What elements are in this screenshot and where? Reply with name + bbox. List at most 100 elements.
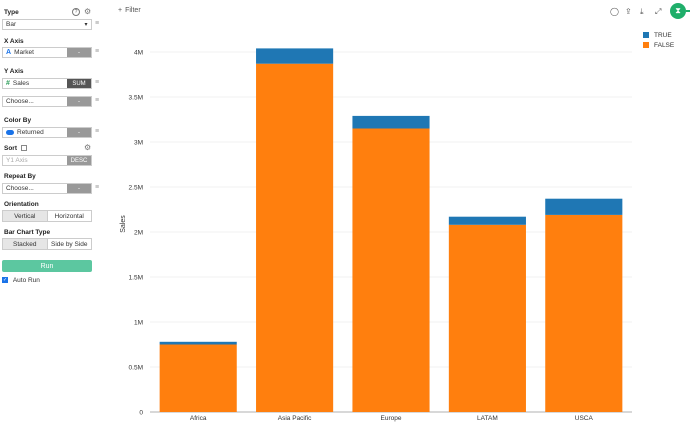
number-type-icon: # bbox=[6, 80, 10, 87]
legend-item-false[interactable]: FALSE bbox=[643, 42, 674, 49]
y-tick-label: 4M bbox=[134, 50, 143, 57]
y-tick-label: 3M bbox=[134, 140, 143, 147]
filter-label: Filter bbox=[125, 7, 141, 14]
auto-run-row: ✓ Auto Run bbox=[2, 277, 40, 284]
drag-handle-icon[interactable]: ≡ bbox=[95, 20, 100, 27]
y-tick-label: 2M bbox=[134, 230, 143, 237]
chart-settings-panel: Type ? ⚙ Bar ▾ ≡ X Axis A Market - ≡ Y A… bbox=[0, 0, 110, 426]
pin-icon: ⧗ bbox=[675, 6, 681, 15]
pin-avatar[interactable]: ⧗ bbox=[670, 3, 686, 19]
x-axis-field[interactable]: A Market - bbox=[2, 47, 92, 58]
bar-true[interactable] bbox=[159, 341, 237, 345]
legend: TRUE FALSE bbox=[643, 32, 674, 49]
repeat-by-menu-button[interactable]: - bbox=[67, 184, 91, 193]
y-axis-add-menu-button[interactable]: - bbox=[67, 97, 91, 106]
help-icon[interactable]: ? bbox=[72, 8, 80, 16]
bar-false[interactable] bbox=[448, 224, 526, 412]
x-tick-label: USCA bbox=[575, 415, 594, 422]
bar-false[interactable] bbox=[545, 214, 623, 412]
bar-chart: 0 0.5M 1M 1.5M 2M 2.5M 3M 3.5M 4M Africa Asia Pac… bbox=[120, 48, 632, 422]
x-axis-value: Market bbox=[14, 49, 34, 56]
bar-series bbox=[159, 48, 623, 413]
y-tick-label: 3.5M bbox=[129, 95, 143, 102]
x-tick-label: LATAM bbox=[477, 415, 498, 422]
legend-label: FALSE bbox=[654, 42, 675, 49]
type-select[interactable]: Bar ▾ bbox=[2, 19, 92, 30]
drag-handle-icon[interactable]: ≡ bbox=[95, 48, 100, 55]
choose-placeholder: Choose... bbox=[6, 98, 34, 105]
comment-icon[interactable]: ◯ bbox=[610, 7, 619, 16]
auto-run-label: Auto Run bbox=[12, 277, 40, 284]
sort-label-text: Sort bbox=[4, 145, 17, 152]
sort-checkbox[interactable] bbox=[20, 145, 27, 152]
drag-handle-icon[interactable]: ≡ bbox=[95, 184, 100, 191]
chevron-down-icon: ▾ bbox=[84, 22, 88, 28]
y-axis-add-select[interactable]: Choose... - bbox=[2, 96, 92, 107]
download-icon[interactable]: ⤓ bbox=[640, 7, 644, 16]
x-axis-label: X Axis bbox=[4, 38, 24, 45]
stacked-option[interactable]: Stacked bbox=[3, 239, 47, 249]
orientation-horizontal-option[interactable]: Horizontal bbox=[46, 211, 92, 221]
plus-icon: + bbox=[118, 7, 123, 14]
orientation-label: Orientation bbox=[4, 201, 39, 208]
y-axis-field[interactable]: # Sales SUM bbox=[2, 78, 92, 89]
legend-swatch bbox=[643, 32, 649, 39]
gear-icon[interactable]: ⚙ bbox=[84, 7, 92, 16]
bar-true[interactable] bbox=[448, 216, 526, 225]
color-by-field[interactable]: Returned - bbox=[2, 127, 92, 138]
y-tick-label: 0.5M bbox=[129, 365, 143, 372]
y-tick-label: 1M bbox=[134, 320, 143, 327]
repeat-by-label: Repeat By bbox=[4, 173, 36, 180]
top-toolbar: + Filter ◯ ⇪ ⤓ ⤢ ⧗ bbox=[110, 0, 690, 24]
upload-icon[interactable]: ⇪ bbox=[625, 7, 632, 16]
drag-handle-icon[interactable]: ≡ bbox=[95, 97, 100, 104]
bar-chart-type-label: Bar Chart Type bbox=[4, 229, 51, 236]
bar-true[interactable] bbox=[545, 198, 623, 215]
orientation-vertical-option[interactable]: Vertical bbox=[3, 211, 47, 221]
sort-label: Sort bbox=[4, 145, 27, 152]
legend-label: TRUE bbox=[654, 32, 672, 39]
gear-icon[interactable]: ⚙ bbox=[84, 143, 92, 152]
aggregation-button[interactable]: SUM bbox=[67, 79, 91, 88]
x-axis-ticks: Africa Asia Pacific Europe LATAM USCA bbox=[190, 415, 594, 422]
bar-false[interactable] bbox=[256, 63, 334, 412]
run-button[interactable]: Run bbox=[2, 260, 92, 272]
boolean-type-icon bbox=[6, 130, 14, 135]
type-label: Type bbox=[4, 9, 19, 16]
sort-order-button[interactable]: DESC bbox=[67, 156, 91, 165]
y-axis-ticks: 0 0.5M 1M 1.5M 2M 2.5M 3M 3.5M 4M bbox=[129, 50, 144, 417]
y-axis-label: Sales bbox=[120, 215, 127, 233]
y-tick-label: 0 bbox=[139, 410, 143, 417]
color-by-menu-button[interactable]: - bbox=[67, 128, 91, 137]
bar-false[interactable] bbox=[352, 128, 430, 413]
y-axis-label: Y Axis bbox=[4, 68, 24, 75]
bar-true[interactable] bbox=[352, 115, 430, 129]
y-axis-value: Sales bbox=[12, 80, 30, 87]
filter-button[interactable]: + Filter bbox=[118, 7, 141, 14]
bar-false[interactable] bbox=[159, 344, 237, 413]
y-tick-label: 1.5M bbox=[129, 275, 143, 282]
drag-handle-icon[interactable]: ≡ bbox=[95, 79, 100, 86]
legend-swatch bbox=[643, 42, 649, 49]
type-value: Bar bbox=[6, 21, 17, 28]
drag-handle-icon[interactable]: ≡ bbox=[95, 128, 100, 135]
x-tick-label: Africa bbox=[190, 415, 207, 422]
expand-icon[interactable]: ⤢ bbox=[655, 7, 662, 16]
legend-item-true[interactable]: TRUE bbox=[643, 32, 674, 39]
orientation-toggle: Vertical Horizontal bbox=[2, 210, 92, 222]
choose-placeholder: Choose... bbox=[6, 185, 34, 192]
color-by-label: Color By bbox=[4, 117, 32, 124]
pin-indicator bbox=[686, 10, 690, 12]
x-tick-label: Asia Pacific bbox=[278, 415, 312, 422]
repeat-by-select[interactable]: Choose... - bbox=[2, 183, 92, 194]
color-by-value: Returned bbox=[17, 129, 44, 136]
auto-run-checkbox[interactable]: ✓ bbox=[2, 277, 8, 284]
bar-true[interactable] bbox=[256, 48, 334, 64]
x-axis-menu-button[interactable]: - bbox=[67, 48, 91, 57]
bar-chart-type-toggle: Stacked Side by Side bbox=[2, 238, 92, 250]
text-type-icon: A bbox=[6, 49, 12, 56]
sort-field[interactable]: Y1 Axis DESC bbox=[2, 155, 92, 166]
y-tick-label: 2.5M bbox=[129, 185, 143, 192]
side-by-side-option[interactable]: Side by Side bbox=[46, 239, 92, 249]
sort-placeholder: Y1 Axis bbox=[6, 157, 28, 164]
